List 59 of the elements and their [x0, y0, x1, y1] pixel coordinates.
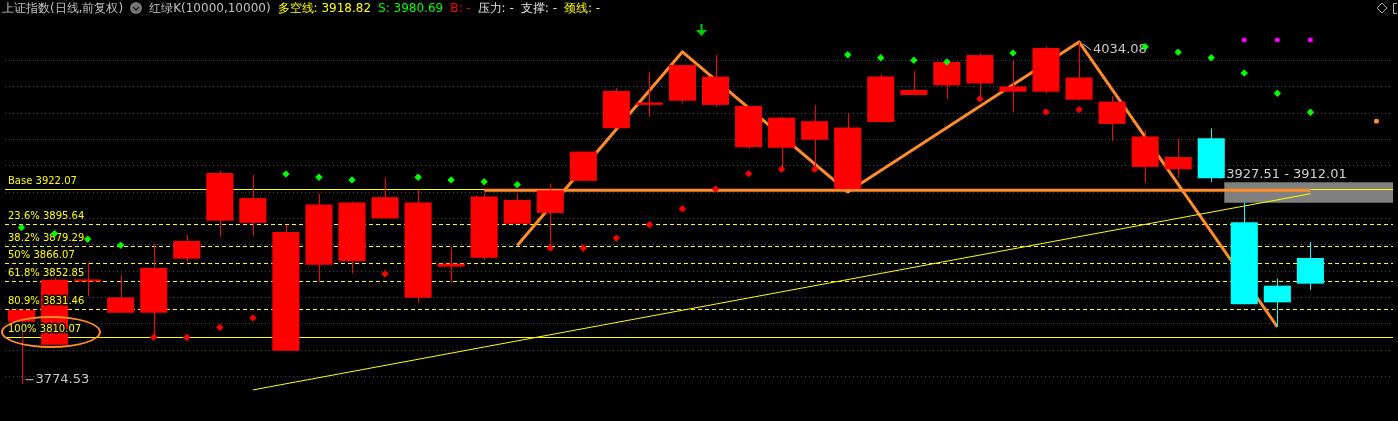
point [83, 235, 92, 243]
text: 颈线: - [563, 0, 601, 17]
ref-line-label: 61.8% 3852.85 [8, 267, 85, 279]
point [810, 165, 819, 173]
point [910, 56, 918, 64]
point [943, 58, 951, 66]
ref-line-label: Base 3922.07 [8, 175, 77, 187]
point [17, 223, 26, 232]
point [1207, 54, 1215, 62]
point [1174, 48, 1182, 56]
point [711, 185, 720, 193]
point [579, 244, 588, 252]
point [645, 220, 654, 229]
text: 支撑: - [520, 0, 557, 17]
point [414, 173, 422, 181]
candlestick [437, 246, 465, 284]
annotation: 4034.08 [1093, 41, 1147, 57]
point [216, 323, 224, 332]
point [877, 54, 885, 62]
annotation: 3774.53 [35, 371, 90, 387]
point [381, 270, 389, 278]
point [1240, 69, 1248, 77]
point [1306, 108, 1315, 116]
point [744, 170, 753, 178]
point [976, 95, 984, 103]
point [1242, 37, 1247, 43]
point [1275, 37, 1280, 43]
point [513, 180, 521, 189]
text: 多空线: 3918.82 [277, 0, 372, 17]
point [447, 176, 455, 184]
point [678, 205, 687, 213]
chart-title: 上证指数(日线,前复权) [2, 0, 124, 17]
text: 压力: - [477, 0, 514, 17]
ref-line-label: 23.6% 3895.64 [8, 210, 85, 222]
ref-line-label: 38.2% 3879.29 [8, 232, 85, 244]
point [150, 333, 158, 341]
ref-line-label: 50% 3866.07 [8, 249, 75, 261]
candlestick [999, 59, 1027, 113]
point [249, 314, 257, 322]
point [1009, 49, 1017, 57]
point [1374, 118, 1379, 124]
point [1273, 89, 1282, 97]
point [315, 173, 323, 181]
text: S: 3980.69 [378, 1, 444, 15]
point [844, 51, 852, 59]
text: 红绿K(10000,10000) [149, 0, 271, 17]
point [612, 234, 621, 242]
point [1042, 108, 1050, 116]
point [348, 176, 356, 184]
point [480, 178, 488, 186]
point [1308, 37, 1313, 43]
text: B: - [450, 1, 471, 15]
point [183, 333, 191, 341]
point [1075, 105, 1083, 114]
point [546, 244, 554, 252]
point [116, 241, 125, 249]
point [777, 165, 786, 173]
band-label: 3927.51 - 3912.01 [1226, 166, 1347, 182]
point [282, 170, 290, 178]
